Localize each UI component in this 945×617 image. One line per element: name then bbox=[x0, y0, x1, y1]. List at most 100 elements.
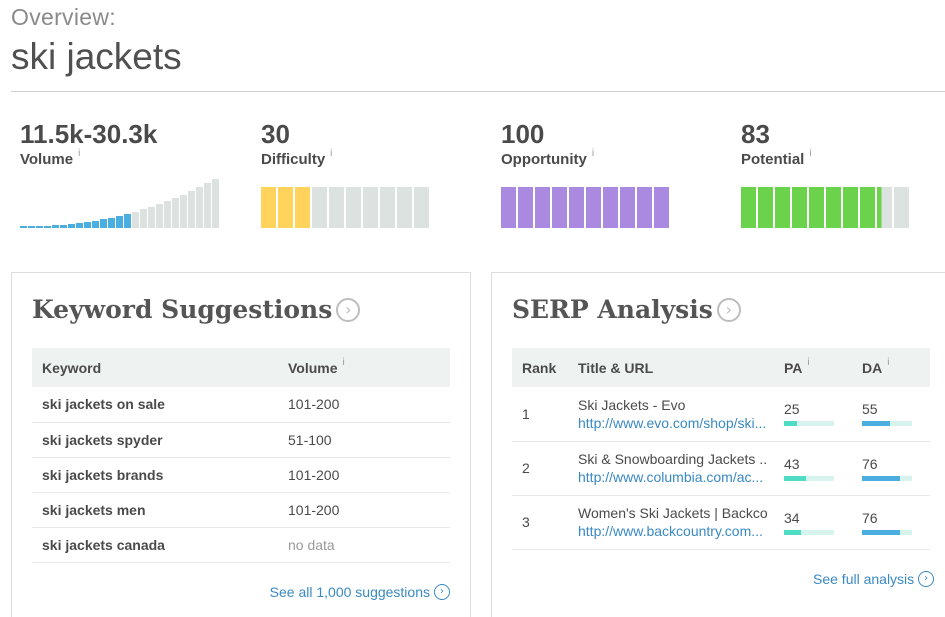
result-url-link[interactable]: http://www.evo.com/shop/ski... bbox=[578, 414, 767, 431]
volume-trend-bar bbox=[52, 225, 59, 228]
table-row[interactable]: ski jackets brands 101-200 bbox=[32, 457, 450, 493]
keyword-cell[interactable]: ski jackets on sale bbox=[32, 387, 288, 423]
keyword-cell[interactable]: ski jackets canada bbox=[32, 527, 288, 563]
keyword-cell[interactable]: ski jackets brands bbox=[32, 457, 288, 493]
potential-label: Potential i bbox=[741, 148, 945, 168]
info-icon[interactable]: i bbox=[887, 356, 890, 368]
score-segment bbox=[261, 187, 276, 228]
score-segment bbox=[620, 187, 635, 228]
opportunity-label-text: Opportunity bbox=[501, 151, 587, 168]
table-row[interactable]: ski jackets on sale 101-200 bbox=[32, 387, 450, 423]
volume-trend-bar bbox=[84, 222, 91, 228]
table-row[interactable]: ski jackets men 101-200 bbox=[32, 492, 450, 528]
da-cell: 76 bbox=[862, 495, 930, 550]
chevron-right-circle-icon[interactable]: › bbox=[716, 297, 741, 322]
pa-bar bbox=[784, 421, 834, 427]
da-value: 76 bbox=[862, 455, 878, 472]
info-icon[interactable]: i bbox=[330, 148, 333, 159]
score-segment bbox=[654, 187, 669, 228]
volume-trend-bar bbox=[196, 187, 203, 228]
volume-cell: 101-200 bbox=[288, 492, 450, 528]
pa-value: 25 bbox=[784, 401, 800, 418]
table-row: 2 Ski & Snowboarding Jackets ... http://ww… bbox=[512, 441, 930, 496]
column-header-rank[interactable]: Rank bbox=[522, 359, 557, 376]
volume-trend-bar bbox=[28, 226, 35, 228]
serp-analysis-title[interactable]: SERP Analysis › bbox=[512, 295, 741, 324]
result-url-link[interactable]: http://www.backcountry.com... bbox=[578, 523, 763, 539]
da-bar bbox=[862, 529, 912, 535]
table-row: 3 Women's Ski Jackets | Backco... http://w… bbox=[512, 495, 930, 550]
opportunity-value: 100 bbox=[501, 119, 545, 149]
score-segment bbox=[826, 187, 841, 228]
volume-trend-bar bbox=[180, 195, 187, 228]
pa-bar-fill bbox=[784, 529, 801, 535]
volume-cell: 51-100 bbox=[288, 422, 450, 458]
column-header-da[interactable]: DA i bbox=[862, 348, 930, 387]
table-row[interactable]: ski jackets canada no data bbox=[32, 527, 450, 563]
score-segment bbox=[312, 187, 327, 228]
volume-cell: no data bbox=[288, 527, 450, 563]
keyword-cell[interactable]: ski jackets spyder bbox=[32, 422, 288, 458]
column-header-title-url[interactable]: Title & URL bbox=[578, 359, 654, 376]
difficulty-label-text: Difficulty bbox=[261, 151, 326, 168]
column-header-volume[interactable]: Volume i bbox=[288, 348, 450, 387]
score-segment bbox=[809, 187, 824, 228]
score-segment bbox=[843, 187, 858, 228]
see-all-suggestions-link[interactable]: See all 1,000 suggestions › bbox=[270, 584, 450, 601]
volume-trend-bar bbox=[132, 212, 139, 228]
table-row[interactable]: ski jackets spyder 51-100 bbox=[32, 422, 450, 458]
keyword-suggestions-table: Keyword Volume i ski jackets on sale 101-2… bbox=[32, 348, 450, 563]
volume-trend-bar bbox=[36, 226, 43, 228]
volume-trend-bar bbox=[172, 198, 179, 228]
info-icon[interactable]: i bbox=[809, 148, 812, 159]
see-full-analysis-text: See full analysis bbox=[813, 571, 915, 587]
chevron-right-circle-icon: › bbox=[434, 584, 450, 601]
volume-label-text: Volume bbox=[20, 151, 74, 168]
volume-trend-bar bbox=[100, 219, 107, 228]
column-header-volume-text: Volume bbox=[288, 359, 338, 376]
result-url-link[interactable]: http://www.columbia.com/ac... bbox=[578, 469, 764, 485]
info-icon[interactable]: i bbox=[591, 148, 595, 159]
score-segment bbox=[775, 187, 790, 228]
difficulty-bar bbox=[261, 187, 429, 228]
title-url-cell: Ski Jackets - Evo http://www.evo.com/shop… bbox=[578, 387, 784, 442]
opportunity-metric: 100 Opportunity i bbox=[501, 118, 711, 168]
volume-trend-bar bbox=[124, 214, 131, 228]
score-segment bbox=[894, 187, 909, 228]
info-icon[interactable]: i bbox=[807, 356, 810, 368]
column-header-keyword[interactable]: Keyword bbox=[42, 359, 102, 376]
score-segment bbox=[363, 187, 378, 228]
score-segment bbox=[741, 187, 756, 228]
da-bar bbox=[862, 421, 912, 427]
table-header-row: Keyword Volume i bbox=[32, 348, 450, 387]
see-all-suggestions-text: See all 1,000 suggestions bbox=[269, 584, 430, 600]
da-bar-fill bbox=[862, 421, 890, 427]
title-divider bbox=[11, 91, 945, 92]
volume-trend-chart bbox=[20, 178, 220, 228]
pa-bar bbox=[784, 475, 834, 481]
title-url-cell: Women's Ski Jackets | Backco... http://ww… bbox=[578, 495, 784, 550]
keyword-cell[interactable]: ski jackets men bbox=[32, 492, 288, 528]
volume-value: 11.5k-30.3k bbox=[20, 119, 158, 149]
info-icon[interactable]: i bbox=[78, 148, 81, 159]
score-segment bbox=[603, 187, 618, 228]
see-full-analysis-link[interactable]: See full analysis › bbox=[813, 571, 935, 588]
volume-trend-bar bbox=[204, 183, 211, 228]
da-value: 76 bbox=[862, 509, 878, 526]
score-segment bbox=[860, 187, 875, 228]
da-cell: 55 bbox=[862, 387, 930, 442]
column-header-pa[interactable]: PA i bbox=[784, 348, 862, 387]
volume-trend-bar bbox=[44, 226, 51, 228]
volume-trend-bar bbox=[76, 223, 83, 228]
score-segment bbox=[637, 187, 652, 228]
da-bar-fill bbox=[862, 529, 900, 535]
volume-trend-bar bbox=[156, 204, 163, 228]
info-icon[interactable]: i bbox=[342, 356, 345, 368]
score-segment bbox=[758, 187, 773, 228]
table-header-row: Rank Title & URL PA i DA i bbox=[512, 348, 930, 387]
da-cell: 76 bbox=[862, 441, 930, 496]
difficulty-label: Difficulty i bbox=[261, 148, 471, 168]
score-segment bbox=[329, 187, 344, 228]
chevron-right-circle-icon[interactable]: › bbox=[336, 297, 361, 322]
keyword-suggestions-title[interactable]: Keyword Suggestions › bbox=[32, 295, 361, 324]
